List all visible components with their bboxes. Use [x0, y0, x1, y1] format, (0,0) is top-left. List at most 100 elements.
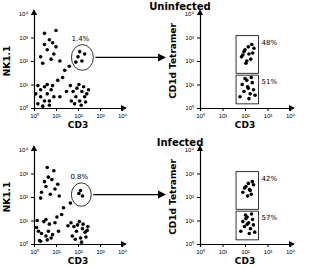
tick-mark	[197, 61, 200, 62]
event-point	[58, 59, 62, 63]
tick-label: 10³	[96, 113, 105, 119]
event-point	[247, 221, 251, 225]
tick-mark	[31, 61, 34, 62]
tick-label: 10³	[19, 35, 28, 41]
x-tick: 10²	[241, 108, 250, 119]
event-point	[39, 240, 43, 244]
tick-label: 10⁰	[196, 112, 205, 119]
event-point	[80, 59, 84, 63]
points	[238, 43, 257, 101]
x-axis-title: CD3	[68, 256, 88, 266]
event-point	[41, 61, 45, 65]
x-tick: 10³	[264, 244, 273, 255]
tick-label: 10⁴	[118, 113, 128, 119]
panel: 10⁰10¹10²10³10⁴10⁰10¹10²10³10⁴CD3CD1d Te…	[168, 145, 296, 266]
x-tick: 10⁰	[196, 244, 205, 255]
event-point	[250, 180, 254, 184]
event-point	[253, 93, 257, 97]
tick-mark	[197, 108, 200, 109]
event-point	[49, 57, 53, 61]
tick-label: 10²	[19, 58, 28, 64]
tick-mark	[245, 108, 246, 111]
event-point	[249, 76, 253, 80]
tick-label: 10³	[185, 35, 194, 41]
event-point	[250, 212, 254, 216]
tick-mark	[197, 38, 200, 39]
event-point	[247, 232, 251, 236]
axis-arrow	[31, 145, 37, 151]
event-point	[76, 55, 80, 59]
tick-mark	[78, 244, 79, 247]
event-point	[77, 83, 81, 87]
gate	[236, 211, 259, 240]
y-tick: 10²	[185, 194, 200, 200]
event-point	[252, 88, 256, 92]
event-point	[244, 61, 248, 65]
event-point	[241, 220, 245, 224]
event-point	[83, 95, 87, 99]
tick-mark	[245, 244, 246, 247]
event-point	[40, 190, 44, 194]
tick-label: 10⁴	[19, 147, 29, 153]
gate	[236, 75, 259, 104]
event-point	[65, 90, 69, 94]
event-point	[87, 88, 91, 92]
y-tick: 10³	[19, 35, 34, 41]
event-point	[54, 45, 58, 49]
event-point	[247, 52, 251, 56]
event-point	[75, 229, 79, 233]
event-point	[248, 92, 252, 96]
tick-label: 10¹	[19, 82, 28, 88]
y-axis: 10⁰10¹10²10³10⁴	[185, 147, 201, 247]
points	[34, 29, 90, 108]
x-tick: 10³	[264, 108, 273, 119]
event-point	[40, 232, 44, 236]
event-point	[69, 221, 73, 225]
tick-label: 10⁰	[196, 248, 205, 255]
tick-mark	[31, 85, 34, 86]
y-tick: 10⁰	[185, 240, 200, 247]
event-point	[251, 218, 255, 222]
event-point	[253, 230, 257, 234]
y-axis-line	[197, 15, 201, 109]
event-point	[41, 104, 45, 108]
tick-label: 10¹	[52, 249, 61, 255]
y-tick: 10²	[19, 194, 34, 200]
tick-mark	[100, 108, 101, 111]
event-point	[44, 185, 48, 189]
event-point	[54, 29, 58, 33]
tick-mark	[31, 38, 34, 39]
y-axis: 10⁰10¹10²10³10⁴	[185, 11, 201, 111]
event-point	[73, 102, 77, 106]
event-point	[52, 52, 56, 56]
x-tick: 10²	[241, 244, 250, 255]
title: Infected	[157, 137, 204, 148]
panel: 10⁰10¹10²10³10⁴10⁰10¹10²10³10⁴CD3NK1.10.…	[2, 145, 128, 266]
x-tick: 10¹	[219, 244, 228, 255]
tick-label: 10¹	[219, 113, 228, 119]
x-tick: 10⁰	[30, 108, 39, 119]
gate-label: 51%	[262, 78, 278, 86]
event-point	[81, 194, 85, 198]
event-point	[78, 50, 82, 54]
x-axis-title: CD3	[68, 120, 88, 130]
tick-label: 10³	[185, 171, 194, 177]
tick-mark	[268, 108, 269, 111]
tick-label: 10⁴	[286, 249, 296, 255]
event-point	[249, 57, 253, 61]
event-point	[248, 189, 252, 193]
tick-mark	[31, 197, 34, 198]
axis-arrow	[197, 9, 203, 15]
gate-arrow	[95, 57, 160, 58]
y-axis-line	[197, 151, 201, 245]
x-tick: 10²	[74, 108, 83, 119]
x-axis: 10⁰10¹10²10³10⁴	[196, 108, 295, 119]
event-point	[36, 84, 40, 88]
event-point	[35, 226, 39, 230]
gate-arrow	[93, 194, 160, 195]
x-axis-title: CD3	[235, 120, 255, 130]
x-axis-line	[201, 109, 291, 112]
event-point	[48, 99, 52, 103]
event-point	[67, 64, 71, 68]
event-point	[246, 86, 250, 90]
